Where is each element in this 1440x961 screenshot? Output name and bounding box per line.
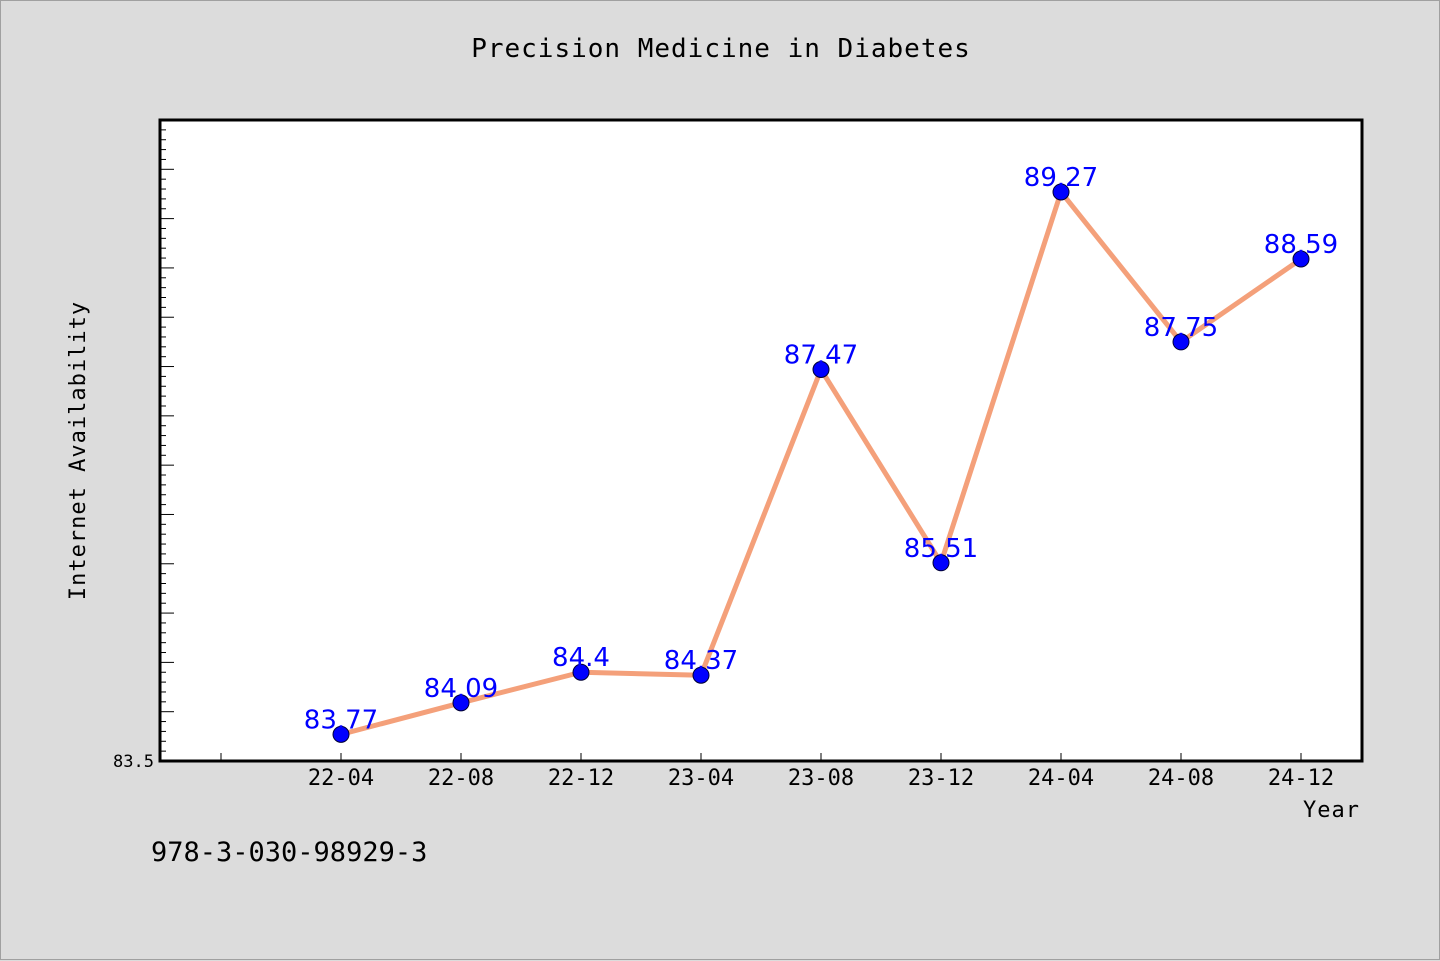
data-label: 87.75 [1144, 313, 1218, 343]
plot-area [160, 120, 1362, 761]
x-tick-label: 23-04 [668, 766, 734, 791]
data-label: 84.37 [664, 646, 738, 676]
y-axis-title: Internet Availability [66, 301, 91, 600]
data-point [572, 663, 590, 681]
isbn-text: 978-3-030-98929-3 [151, 837, 428, 868]
data-point [332, 725, 350, 743]
x-tick-label: 24-12 [1268, 766, 1334, 791]
data-label: 83.77 [304, 705, 378, 735]
data-label: 84.4 [552, 643, 610, 673]
x-tick-label: 23-12 [908, 766, 974, 791]
x-axis-title: Year [1303, 798, 1360, 823]
x-tick-label: 24-08 [1148, 766, 1214, 791]
data-point [692, 666, 710, 684]
y-tick-label: 83.5 [113, 752, 154, 772]
plot-frame [158, 118, 1364, 763]
data-point [1052, 183, 1070, 201]
data-point [1292, 250, 1310, 268]
data-label: 85.51 [904, 534, 978, 564]
data-point [452, 694, 470, 712]
data-point [1172, 333, 1190, 351]
data-label: 84.09 [424, 674, 498, 704]
x-tick-label: 22-08 [428, 766, 494, 791]
data-label: 87.47 [784, 340, 858, 370]
x-tick-label: 22-12 [548, 766, 614, 791]
data-label: 89.27 [1024, 163, 1098, 193]
data-label: 88.59 [1264, 230, 1338, 260]
chart-title: Precision Medicine in Diabetes [471, 34, 971, 64]
x-tick-label: 22-04 [308, 766, 374, 791]
data-point [932, 554, 950, 572]
x-tick-label: 24-04 [1028, 766, 1094, 791]
x-tick-label: 23-08 [788, 766, 854, 791]
data-point [812, 360, 830, 378]
